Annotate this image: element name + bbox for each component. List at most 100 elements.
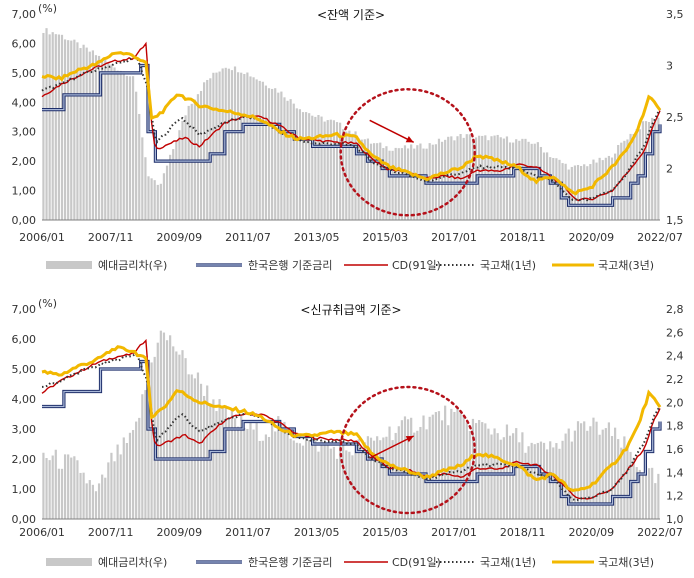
- spread-bar: [252, 429, 255, 519]
- x-tick-label: 2018/11: [500, 526, 546, 539]
- spread-bar: [651, 467, 654, 519]
- spread-bar: [354, 442, 357, 519]
- spread-bar: [512, 433, 515, 519]
- spread-bar: [237, 426, 240, 519]
- y-unit-label: (%): [38, 2, 57, 15]
- spread-bar: [190, 374, 193, 519]
- spread-bar: [246, 428, 249, 519]
- spread-bar: [601, 160, 604, 220]
- y-tick-left: 1,00: [12, 483, 37, 496]
- spread-bar: [462, 137, 465, 220]
- spread-bars: [42, 330, 660, 519]
- x-tick-label: 2015/03: [362, 526, 408, 539]
- spread-bar: [224, 405, 227, 519]
- spread-bar: [515, 428, 518, 519]
- spread-bar: [580, 165, 583, 220]
- spread-bar: [230, 70, 234, 220]
- spread-bar: [536, 442, 539, 519]
- spread-bars: [42, 28, 660, 221]
- spread-bar: [539, 146, 543, 220]
- spread-bar: [42, 452, 45, 519]
- spread-bar: [623, 140, 626, 220]
- spread-bar: [57, 34, 60, 220]
- spread-bar: [199, 90, 203, 221]
- spread-bar: [320, 440, 323, 519]
- spread-bar: [385, 146, 388, 220]
- spread-bar: [583, 421, 586, 519]
- spread-bar: [135, 91, 138, 220]
- spread-bar: [110, 452, 113, 519]
- ktb3-line: [41, 51, 662, 196]
- spread-bar: [150, 362, 153, 519]
- spread-bar: [277, 92, 280, 220]
- spread-bar: [178, 130, 181, 220]
- spread-bar: [610, 436, 614, 519]
- annotation-arrow-head: [405, 436, 414, 443]
- spread-bar: [549, 157, 552, 220]
- spread-bar: [490, 434, 493, 519]
- spread-bar: [481, 422, 484, 519]
- spread-bar: [428, 143, 431, 220]
- y-tick-left: 6,00: [12, 333, 37, 346]
- legend-label-cd: CD(91일): [392, 258, 441, 272]
- spread-bar: [570, 166, 573, 220]
- spread-bar: [484, 135, 487, 220]
- spread-bar: [162, 332, 166, 519]
- spread-bar: [280, 423, 283, 519]
- spread-bar: [589, 164, 592, 220]
- spread-bar: [447, 136, 450, 220]
- y-tick-left: 4,00: [12, 96, 37, 109]
- spread-bar: [465, 422, 468, 519]
- spread-bar: [533, 444, 536, 519]
- spread-bar: [122, 71, 125, 220]
- spread-bar: [546, 449, 549, 519]
- y-tick-right: 2,4: [666, 350, 684, 363]
- y-tick-left: 6,00: [12, 37, 37, 50]
- spread-bar: [199, 383, 203, 519]
- spread-bar: [366, 436, 369, 519]
- legend: 예대금리차(우) 한국은행 기준금리 CD(91일) 국고채(1년) 국고채(3년): [46, 555, 654, 569]
- spread-bar: [419, 143, 422, 220]
- spread-bar: [388, 150, 391, 220]
- spread-bar: [348, 130, 351, 220]
- y-tick-right: 2,0: [666, 396, 684, 409]
- spread-bar: [345, 450, 348, 519]
- spread-bar: [206, 79, 209, 220]
- spread-bar: [70, 457, 73, 519]
- spread-bar: [638, 469, 641, 519]
- spread-bar: [156, 342, 159, 519]
- spread-bar: [335, 122, 339, 220]
- spread-bar: [175, 351, 178, 519]
- cd-line: [41, 338, 661, 500]
- spread-bar: [598, 157, 601, 220]
- x-tick-label: 2006/01: [19, 231, 65, 244]
- spread-bar: [617, 439, 620, 519]
- spread-bar: [240, 72, 243, 221]
- spread-bar: [60, 34, 64, 221]
- spread-bar: [57, 468, 60, 519]
- spread-bar: [657, 117, 660, 220]
- spread-bar: [233, 418, 237, 519]
- spread-bar: [354, 131, 357, 220]
- spread-bar: [119, 454, 122, 519]
- spread-bar: [209, 403, 212, 519]
- spread-bar: [85, 483, 88, 519]
- spread-bar: [144, 390, 147, 519]
- spread-bar: [221, 405, 224, 519]
- spread-bar: [295, 442, 298, 519]
- spread-bar: [165, 165, 169, 220]
- spread-bar: [481, 135, 484, 220]
- spread-bar: [172, 346, 175, 519]
- spread-bar: [493, 135, 496, 220]
- spread-bar: [444, 139, 447, 220]
- spread-bar: [289, 438, 292, 519]
- cd-line: [41, 41, 661, 202]
- spread-bar: [88, 51, 91, 220]
- spread-bar: [326, 120, 329, 220]
- y-unit-label: (%): [38, 297, 57, 310]
- spread-bar: [246, 72, 249, 220]
- y-tick-left: 0,00: [12, 513, 37, 526]
- spread-bar: [620, 142, 623, 220]
- spread-bar: [521, 138, 524, 220]
